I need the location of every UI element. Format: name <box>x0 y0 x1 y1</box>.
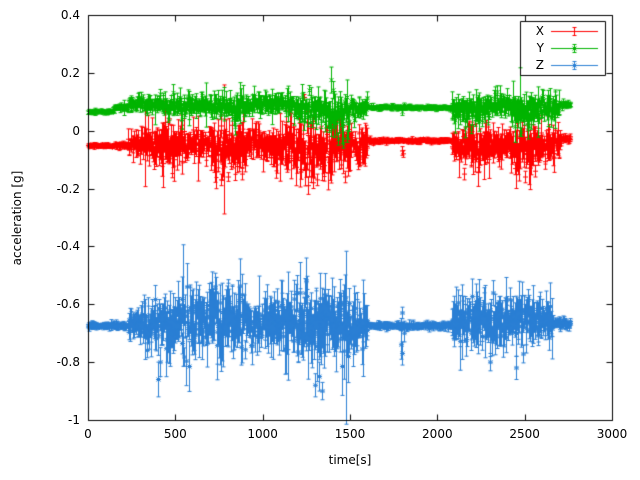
x-tick-label: 2000 <box>422 427 453 441</box>
x-tick-label: 1500 <box>334 427 366 441</box>
x-tick-label: 2500 <box>509 427 540 441</box>
y-tick-label: -0.6 <box>56 297 80 312</box>
x-tick-label: 500 <box>163 427 187 441</box>
y-tick-label: -0.8 <box>56 355 80 370</box>
y-tick-label: -0.2 <box>56 181 80 196</box>
y-tick-label: 0 <box>72 123 80 138</box>
x-tick-label: 3000 <box>596 427 628 441</box>
legend-label-y: Y <box>536 41 544 55</box>
legend-label-x: X <box>535 24 544 38</box>
legend-label-z: Z <box>535 58 544 72</box>
y-tick-label: 0.4 <box>60 8 80 22</box>
y-axis-label: acceleration [g] <box>10 170 24 266</box>
x-axis-label: time[s] <box>328 453 372 467</box>
x-tick-label: 0 <box>84 427 92 441</box>
x-tick-label: 1000 <box>247 427 278 441</box>
y-tick-label: -1 <box>68 413 80 427</box>
y-tick-label: 0.2 <box>60 65 80 80</box>
y-tick-label: -0.4 <box>56 239 80 254</box>
